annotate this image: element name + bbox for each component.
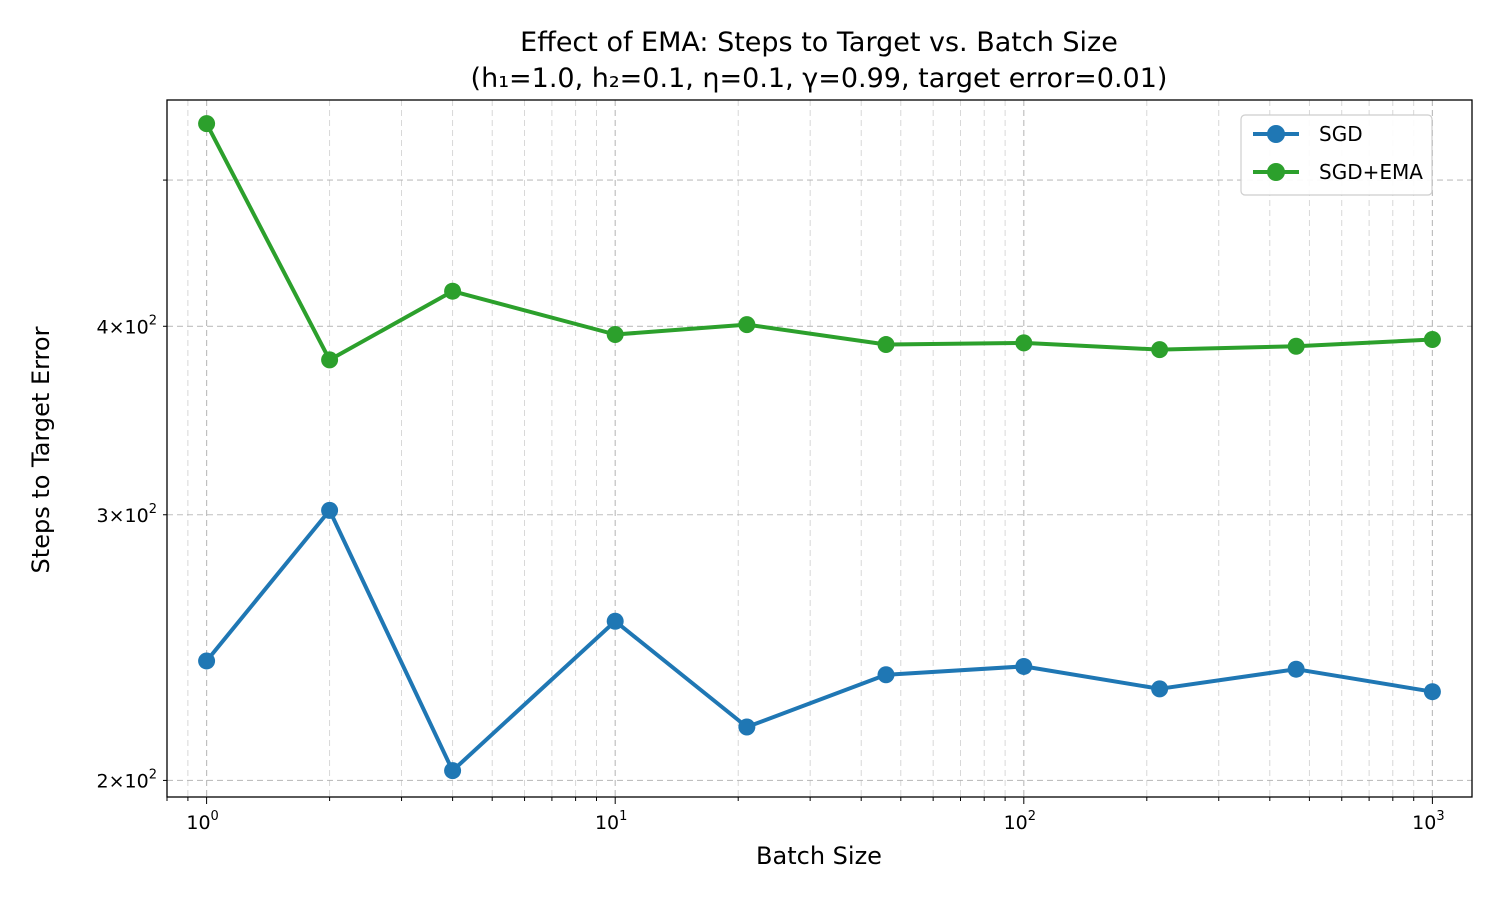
chart-title: Effect of EMA: Steps to Target vs. Batch… [520,27,1118,58]
data-point-sgd [444,762,462,780]
series-line-sgd-ema [204,122,1433,362]
data-point-sgd [877,666,895,684]
y-axis-label: Steps to Target Error [27,326,55,573]
series-layer [198,115,1441,780]
chart-subtitle: (h₁=1.0, h₂=0.1, η=0.1, γ=0.99, target e… [471,63,1168,94]
data-point-sgd-ema [877,336,895,354]
data-point-sgd-ema [1015,334,1033,352]
ticks: 100 101 102 103 2×102 3×102 4×102 [97,179,1445,834]
data-point-sgd-ema [1423,331,1441,349]
data-point-sgd-ema [1287,337,1305,355]
y-tick-label: 3×102 [97,502,157,527]
x-tick-label: 102 [1004,809,1036,834]
legend: SGD SGD+EMA [1240,114,1433,196]
x-tick-label: 103 [1412,809,1444,834]
grid [166,100,1472,797]
data-point-sgd-ema [321,351,339,369]
y-tick-label: 2×102 [97,767,157,792]
data-point-sgd-ema [738,316,756,334]
data-point-sgd [1015,657,1033,675]
data-point-sgd-ema [606,326,624,344]
data-point-sgd [1151,680,1169,698]
legend-label-sgd-ema: SGD+EMA [1319,160,1423,184]
data-point-sgd-ema [198,115,216,133]
legend-marker-sgd-ema [1267,163,1285,181]
data-point-sgd [606,612,624,630]
series-line-sgd [205,508,1433,773]
data-point-sgd [321,501,339,519]
data-point-sgd [198,652,216,670]
data-point-sgd-ema [1151,341,1169,359]
data-point-sgd [1287,660,1305,678]
data-point-sgd [738,718,756,736]
x-axis-label: Batch Size [756,842,882,870]
legend-marker-sgd [1267,125,1285,143]
x-tick-label: 101 [595,809,627,834]
data-point-sgd-ema [444,282,462,300]
plot-frame [166,99,1473,798]
x-tick-label: 100 [186,809,218,834]
data-point-sgd [1423,683,1441,701]
y-tick-label: 4×102 [97,313,157,338]
legend-label-sgd: SGD [1319,122,1363,146]
